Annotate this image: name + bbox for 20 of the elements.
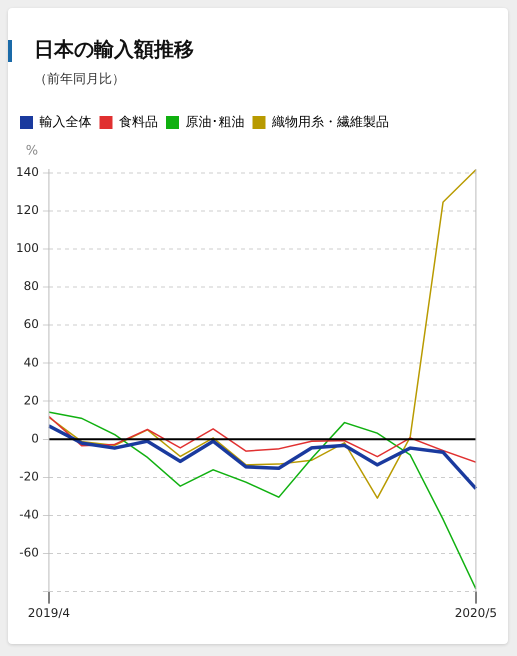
legend-label: 織物用糸・繊維製品: [271, 114, 389, 130]
x-tick-label: 2020/5: [454, 606, 497, 620]
chart-subtitle: （前年同月比）: [34, 71, 125, 88]
y-tick-label: -40: [19, 508, 39, 522]
y-tick-label: 80: [24, 279, 39, 294]
y-tick-label: 20: [24, 393, 39, 408]
y-tick-label: -60: [19, 546, 39, 560]
y-tick-label: 40: [24, 355, 39, 370]
y-tick-label: 60: [24, 317, 39, 332]
y-axis-title: %: [26, 143, 38, 158]
y-tick-label: 0: [31, 431, 39, 446]
y-tick-label: 140: [16, 164, 39, 179]
legend-label: 食料品: [119, 114, 158, 130]
y-tick-label: 120: [16, 203, 39, 218]
legend-label: 原油･粗油: [186, 114, 244, 130]
legend-label: 輸入全体: [40, 114, 92, 130]
y-tick-label: 100: [16, 241, 39, 256]
chart-title: 日本の輸入額推移: [34, 36, 194, 63]
y-tick-label: -20: [19, 470, 39, 484]
x-tick-label: 2019/4: [28, 606, 70, 620]
